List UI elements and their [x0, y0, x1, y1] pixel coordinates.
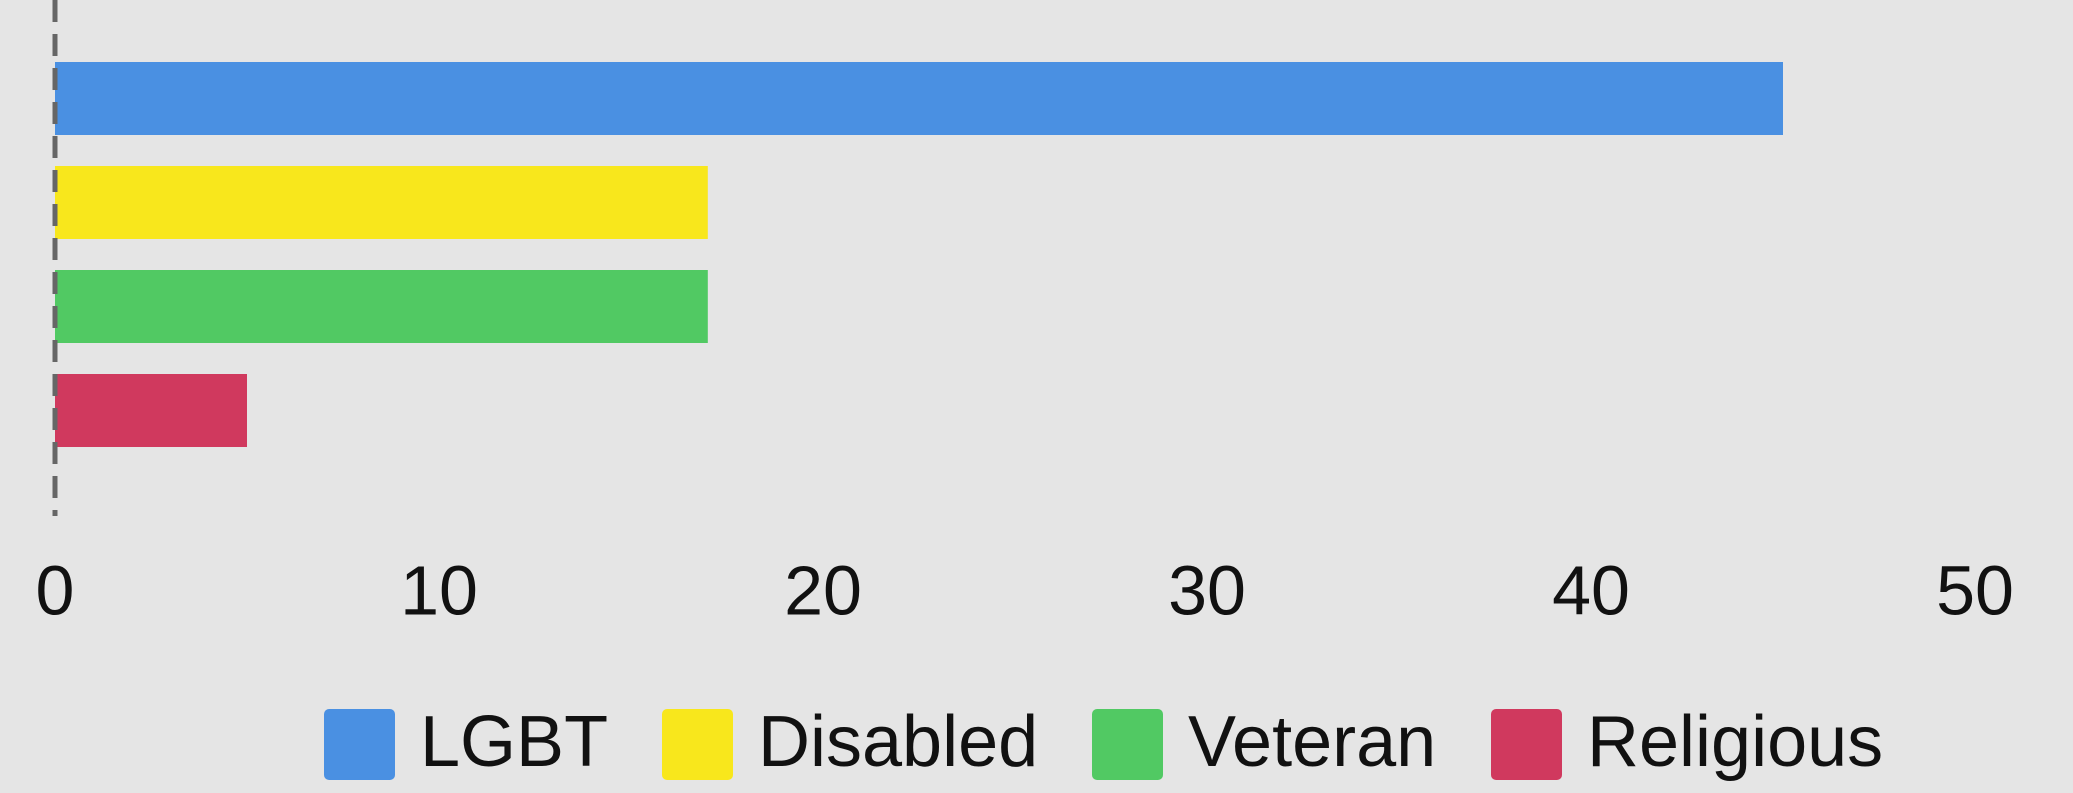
- bar: [55, 270, 708, 343]
- legend-label: LGBT: [420, 702, 608, 782]
- bar: [55, 374, 247, 447]
- x-tick-label: 30: [1168, 551, 1246, 629]
- x-tick-label: 10: [400, 551, 478, 629]
- bar: [55, 166, 708, 239]
- bar: [55, 62, 1783, 135]
- legend-swatch: [662, 709, 733, 780]
- legend-label: Religious: [1587, 702, 1883, 782]
- x-tick-label: 20: [784, 551, 862, 629]
- legend-swatch: [1491, 709, 1562, 780]
- legend-label: Disabled: [758, 702, 1038, 782]
- x-tick-label: 40: [1552, 551, 1630, 629]
- x-tick-label: 50: [1936, 551, 2014, 629]
- legend-swatch: [324, 709, 395, 780]
- x-tick-label: 0: [36, 551, 75, 629]
- legend-swatch: [1092, 709, 1163, 780]
- legend-label: Veteran: [1188, 702, 1436, 782]
